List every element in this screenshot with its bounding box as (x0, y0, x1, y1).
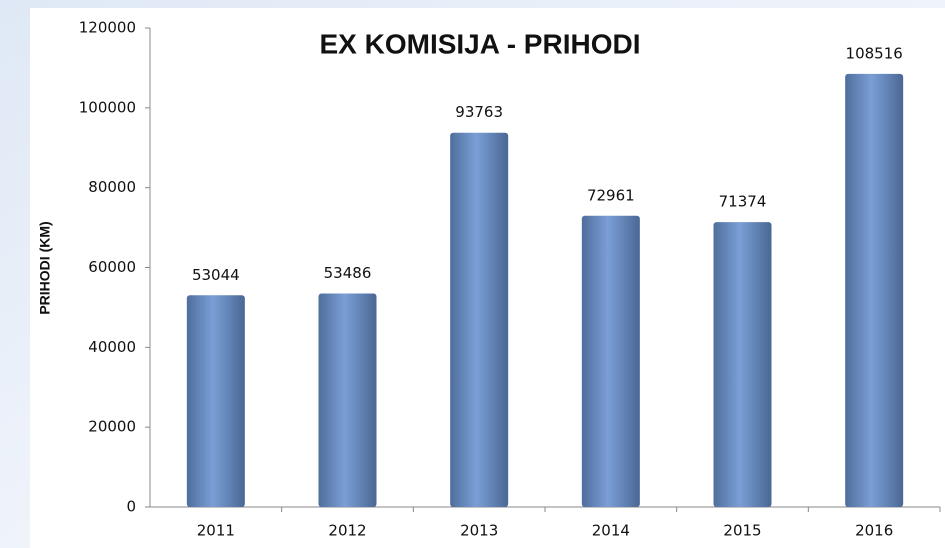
data-label: 72961 (587, 186, 635, 204)
bar (845, 73, 904, 507)
x-tick-label: 2014 (592, 522, 630, 540)
bar (713, 222, 772, 507)
x-tick-label: 2016 (855, 522, 893, 540)
data-label: 53486 (324, 264, 372, 282)
data-label: 93763 (455, 103, 503, 121)
y-tick-label: 0 (126, 498, 136, 516)
y-tick-label: 60000 (88, 258, 136, 276)
y-tick-label: 100000 (79, 98, 136, 116)
x-tick-label: 2012 (328, 522, 366, 540)
y-tick-label: 80000 (88, 178, 136, 196)
data-label: 108516 (846, 44, 903, 62)
chart-title: EX KOMISIJA - PRIHODI (319, 28, 640, 59)
data-label: 53044 (192, 266, 240, 284)
y-tick-label: 40000 (88, 338, 136, 356)
bar (318, 293, 377, 507)
bar (186, 295, 245, 507)
y-axis-title: PRIHODI (KM) (37, 221, 53, 314)
bar (581, 215, 640, 507)
x-tick-label: 2011 (197, 522, 235, 540)
y-tick-label: 20000 (88, 418, 136, 436)
y-tick-label: 120000 (79, 19, 136, 37)
data-label: 71374 (719, 193, 767, 211)
x-tick-label: 2013 (460, 522, 498, 540)
bar (450, 132, 509, 507)
x-tick-label: 2015 (723, 522, 761, 540)
